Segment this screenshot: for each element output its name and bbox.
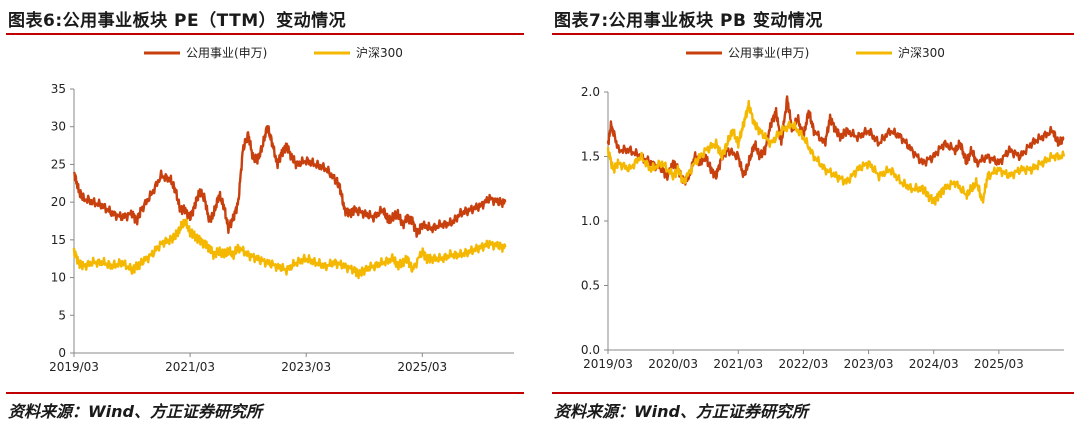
y-tick-label: 10 — [51, 271, 66, 285]
y-tick-label: 15 — [51, 233, 66, 247]
y-tick-label: 0.0 — [581, 343, 600, 357]
pe-series-utility — [72, 124, 507, 238]
pe-chart-panel: 图表6:公用事业板块 PE（TTM）变动情况 0 5 10 15 20 25 30 35 201… — [0, 0, 530, 422]
y-tick-label: 25 — [51, 157, 66, 171]
y-tick-label: 1.5 — [581, 150, 600, 164]
pb-chart-title: 图表7:公用事业板块 PB 变动情况 — [554, 11, 823, 31]
pb-chart: 0.0 0.5 1.0 1.5 2.0 2019/03 2020/03 2021/03 2022… — [581, 46, 1066, 371]
pe-chart-title: 图表6:公用事业板块 PE（TTM）变动情况 — [8, 11, 347, 31]
x-tick-label: 2025/03 — [397, 360, 447, 374]
pb-series-hs300 — [606, 99, 1066, 206]
x-tick-label: 2024/03 — [909, 357, 959, 371]
x-tick-label: 2025/03 — [974, 357, 1024, 371]
pe-chart-source: 资料来源：Wind、方正证券研究所 — [8, 402, 262, 421]
x-tick-label: 2023/03 — [844, 357, 894, 371]
source-divider — [552, 392, 1074, 394]
y-tick-label: 35 — [51, 82, 66, 96]
x-tick-label: 2019/03 — [49, 360, 99, 374]
pb-chart-source: 资料来源：Wind、方正证券研究所 — [554, 402, 808, 421]
y-tick-label: 5 — [58, 308, 66, 322]
x-tick-label: 2019/03 — [583, 357, 633, 371]
pe-series-hs300 — [72, 218, 507, 280]
x-tick-label: 2021/03 — [165, 360, 215, 374]
title-divider — [6, 33, 524, 35]
y-tick-label: 20 — [51, 195, 66, 209]
legend-label-utility: 公用事业(申万) — [728, 46, 809, 60]
y-tick-label: 30 — [51, 120, 66, 134]
pe-chart: 0 5 10 15 20 25 30 35 2019/03 2021/03 2023/03 2025/… — [49, 46, 514, 374]
legend-label-utility: 公用事业(申万) — [186, 46, 267, 60]
title-divider — [552, 33, 1074, 35]
legend-label-hs300: 沪深300 — [898, 46, 945, 60]
y-tick-label: 1.0 — [581, 214, 600, 228]
pb-chart-panel: 图表7:公用事业板块 PB 变动情况 0.0 0.5 1.0 1.5 2.0 2019/0… — [546, 0, 1080, 422]
x-tick-label: 2020/03 — [648, 357, 698, 371]
x-tick-label: 2023/03 — [281, 360, 331, 374]
source-divider — [6, 392, 524, 394]
legend-label-hs300: 沪深300 — [356, 46, 403, 60]
y-tick-label: 0.5 — [581, 279, 600, 293]
y-tick-label: 2.0 — [581, 85, 600, 99]
x-tick-label: 2021/03 — [713, 357, 763, 371]
y-tick-label: 0 — [58, 346, 66, 360]
x-tick-label: 2022/03 — [778, 357, 828, 371]
